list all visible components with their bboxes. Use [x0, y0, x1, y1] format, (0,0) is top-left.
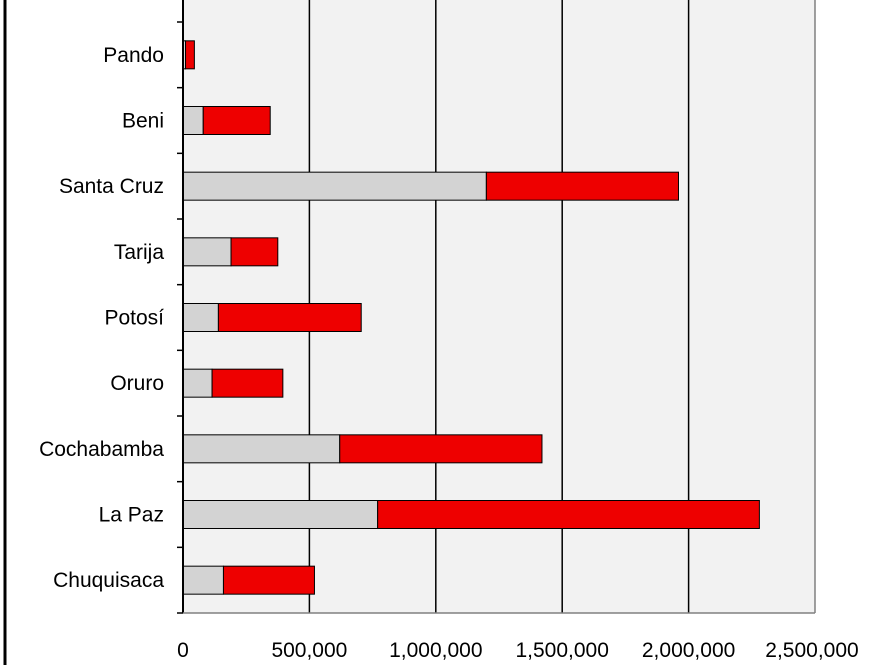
- bars: [182, 40, 760, 595]
- category-label: Cochabamba: [39, 438, 164, 461]
- bar-segment-red-beni: [202, 106, 271, 135]
- x-tick-labels: 0 500,000 1,000,000 1,500,000 2,000,000 2,500…: [177, 639, 859, 662]
- bar-segment-gray-beni: [182, 106, 204, 135]
- x-tick-label: 500,000: [271, 639, 347, 662]
- category-label: La Paz: [99, 504, 164, 527]
- bar-segment-gray-chuquisaca: [182, 565, 224, 595]
- x-tick-label: 2,500,000: [765, 639, 858, 662]
- category-label: Oruro: [110, 372, 164, 395]
- x-tick-label: 1,000,000: [389, 639, 482, 662]
- bar-segment-gray-tarija: [182, 237, 232, 267]
- bar-segment-red-chuquisaca: [222, 565, 315, 595]
- bar-segment-gray-santa-cruz: [182, 171, 487, 201]
- bar-segment-red-la-paz: [377, 500, 760, 529]
- bar-segment-red-pando: [185, 40, 195, 70]
- bar-segment-gray-potos-: [182, 303, 219, 332]
- bar-segment-red-oruro: [211, 368, 284, 398]
- category-label: Tarija: [114, 241, 165, 264]
- bar-segment-red-cochabamba: [339, 434, 543, 464]
- category-label: Beni: [122, 110, 164, 133]
- category-labels: Chuquisaca La Paz Cochabamba Oruro Potosí Tar…: [39, 44, 164, 592]
- category-label: Pando: [103, 44, 164, 67]
- bar-segment-gray-oruro: [182, 368, 213, 398]
- x-tick-label: 0: [177, 639, 189, 662]
- category-label: Potosí: [104, 307, 164, 330]
- x-tick-label: 1,500,000: [515, 639, 608, 662]
- bar-segment-red-tarija: [230, 237, 279, 267]
- bar-segment-gray-la-paz: [182, 500, 379, 529]
- category-label: Chuquisaca: [53, 569, 164, 592]
- bar-segment-red-potos-: [217, 303, 362, 332]
- category-label: Santa Cruz: [59, 175, 164, 198]
- x-tick-label: 2,000,000: [642, 639, 735, 662]
- bar-segment-gray-cochabamba: [182, 434, 341, 464]
- bar-segment-red-santa-cruz: [485, 171, 679, 201]
- y-axis-ticks: [177, 21, 183, 614]
